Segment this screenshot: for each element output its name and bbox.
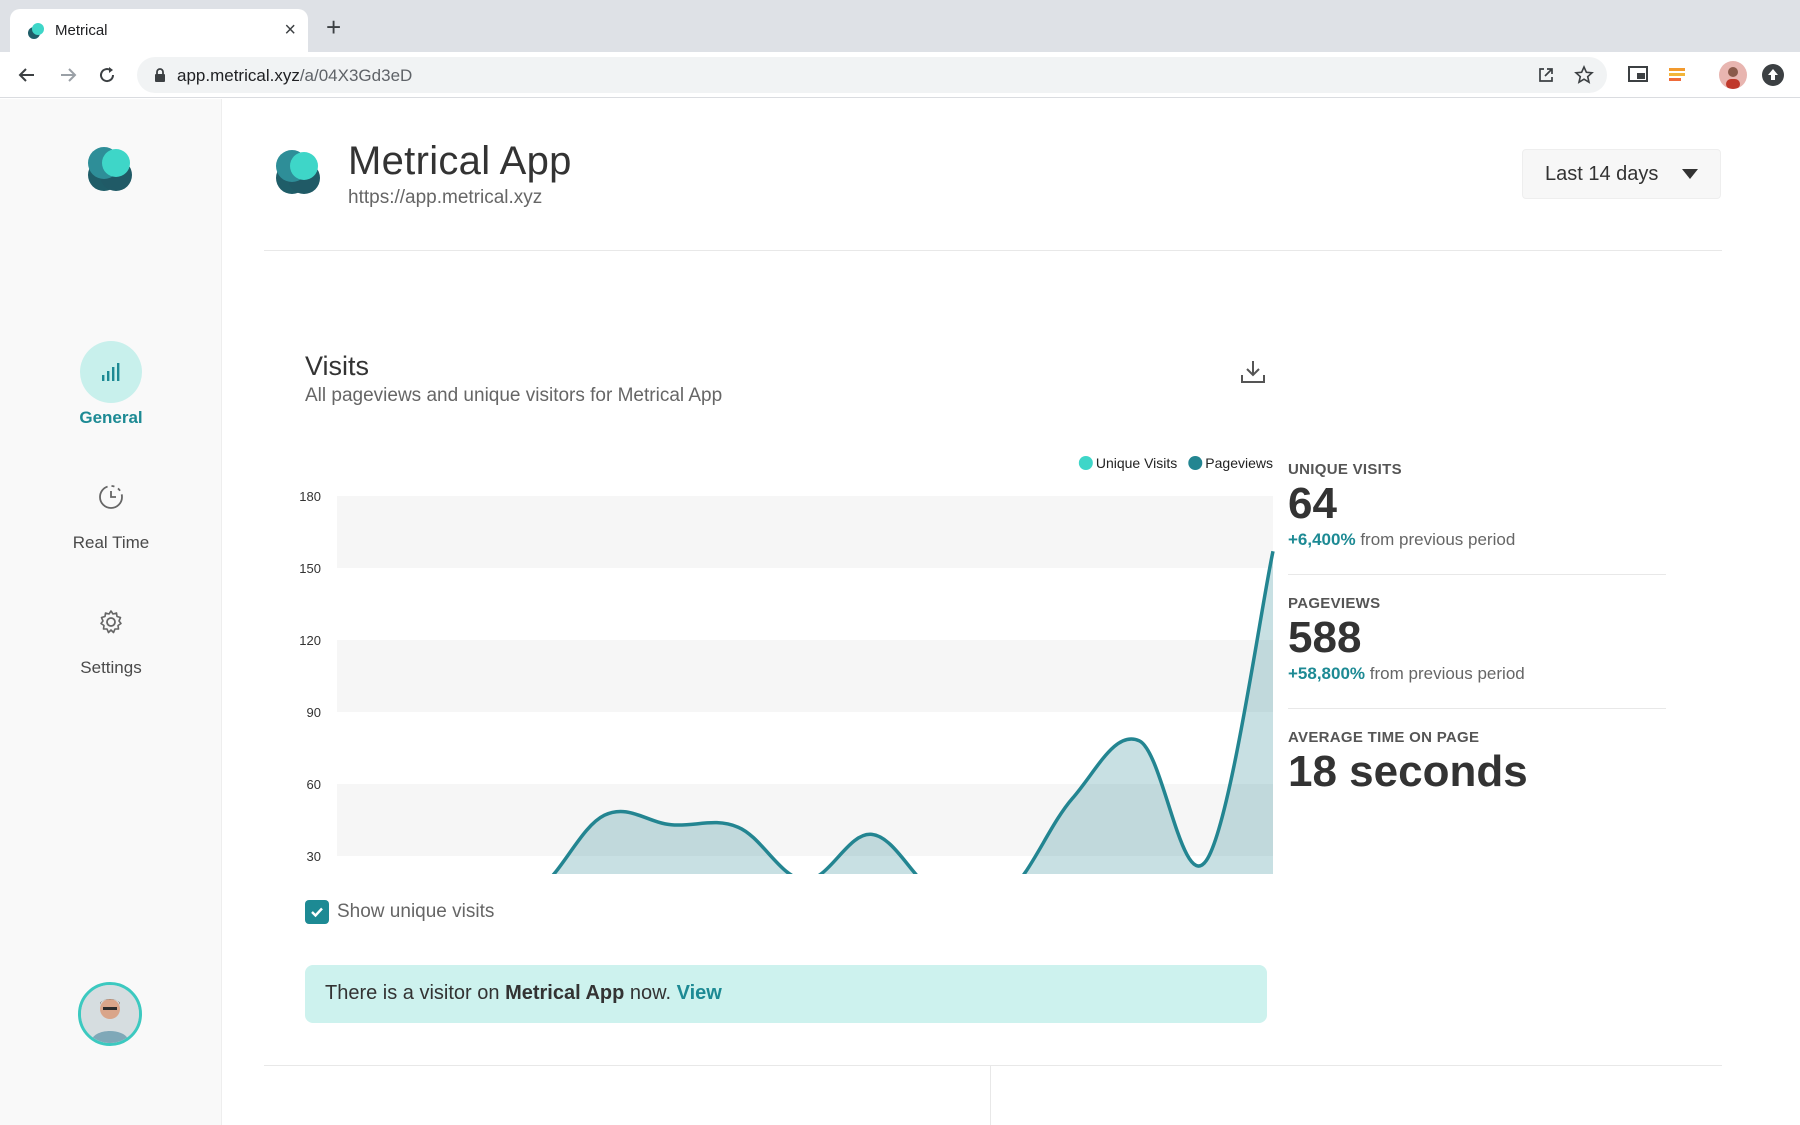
lock-icon bbox=[155, 68, 165, 82]
grid-band bbox=[337, 496, 1273, 568]
sidebar-item-label: General bbox=[79, 408, 143, 427]
date-range-select[interactable]: Last 14 days bbox=[1522, 149, 1721, 199]
banner-app-name: Metrical App bbox=[505, 982, 625, 1004]
site-logo-icon bbox=[276, 150, 320, 194]
user-avatar[interactable] bbox=[78, 982, 142, 1046]
browser-tab-bar: Metrical × + bbox=[0, 0, 1800, 52]
close-tab-icon[interactable]: × bbox=[284, 19, 296, 41]
stat-change: +6,400% from previous period bbox=[1288, 530, 1516, 549]
show-unique-checkbox[interactable] bbox=[305, 900, 329, 924]
back-arrow-icon[interactable] bbox=[14, 62, 40, 88]
visits-subtitle: All pageviews and unique visitors for Me… bbox=[305, 385, 723, 406]
banner-view-link[interactable]: View bbox=[676, 982, 722, 1004]
pageviews-line bbox=[551, 550, 1275, 874]
address-bar[interactable]: app.metrical.xyz/a/04X3Gd3eD bbox=[137, 57, 1607, 93]
checkmark-icon bbox=[311, 907, 323, 918]
stat-divider bbox=[1288, 708, 1666, 709]
browser-toolbar: app.metrical.xyz/a/04X3Gd3eD bbox=[0, 52, 1800, 98]
stat-value: 18 seconds bbox=[1288, 747, 1528, 796]
pageviews-area bbox=[553, 551, 1273, 874]
legend-swatch bbox=[1188, 456, 1203, 470]
gear-icon bbox=[100, 610, 122, 634]
sidebar-item-label: Settings bbox=[80, 658, 142, 677]
legend-label: Unique Visits bbox=[1096, 455, 1177, 471]
stat-change: +58,800% from previous period bbox=[1288, 664, 1525, 683]
main-content: Metrical App https://app.metrical.xyz La… bbox=[222, 99, 1800, 1125]
picture-in-picture-icon[interactable] bbox=[1627, 63, 1649, 85]
site-url: https://app.metrical.xyz bbox=[348, 187, 543, 208]
section-divider-vertical bbox=[990, 1065, 991, 1125]
browser-tab[interactable]: Metrical × bbox=[10, 9, 308, 52]
legend-label: Pageviews bbox=[1205, 455, 1273, 471]
download-icon[interactable] bbox=[1238, 357, 1268, 387]
nav-icon-circle bbox=[80, 466, 142, 528]
metrical-logo-icon[interactable] bbox=[84, 145, 136, 197]
stat-label: PAGEVIEWS bbox=[1288, 595, 1381, 612]
show-unique-toggle[interactable]: Show unique visits bbox=[305, 900, 494, 924]
stat-value: 64 bbox=[1288, 479, 1337, 528]
stat-value: 588 bbox=[1288, 613, 1362, 662]
section-divider bbox=[264, 1065, 1722, 1066]
url-text: app.metrical.xyz/a/04X3Gd3eD bbox=[177, 66, 413, 85]
sidebar-item-real-time[interactable]: Real Time bbox=[0, 466, 222, 553]
visits-title: Visits bbox=[305, 351, 370, 381]
realtime-visitor-banner: There is a visitor on Metrical App now. … bbox=[305, 965, 1267, 1023]
sidebar-item-settings[interactable]: Settings bbox=[0, 591, 222, 678]
stat-label: UNIQUE VISITS bbox=[1288, 461, 1402, 478]
new-tab-icon[interactable]: + bbox=[326, 12, 342, 42]
sidebar-item-general[interactable]: General bbox=[0, 341, 222, 428]
date-range-label: Last 14 days bbox=[1545, 163, 1659, 185]
grid-band bbox=[337, 640, 1273, 712]
extension-icon[interactable] bbox=[1666, 63, 1688, 85]
legend-swatch bbox=[1078, 456, 1093, 470]
page-title: Metrical App bbox=[348, 139, 572, 183]
tab-title: Metrical bbox=[55, 22, 108, 39]
header-divider bbox=[264, 250, 1722, 251]
stat-divider bbox=[1288, 574, 1666, 575]
grid-band bbox=[337, 784, 1273, 856]
y-tick-label: 120 bbox=[299, 633, 321, 648]
y-tick-label: 60 bbox=[307, 777, 321, 792]
nav-icon-circle bbox=[80, 341, 142, 403]
bar-chart-icon bbox=[102, 363, 120, 381]
reload-icon[interactable] bbox=[94, 62, 120, 88]
stat-average-time: AVERAGE TIME ON PAGE 18 seconds bbox=[1288, 729, 1688, 798]
browser-profile-avatar[interactable] bbox=[1719, 61, 1747, 89]
y-tick-label: 180 bbox=[299, 489, 321, 504]
forward-arrow-icon[interactable] bbox=[55, 62, 81, 88]
banner-text: There is a visitor on Metrical App now. … bbox=[325, 982, 722, 1004]
open-external-icon[interactable] bbox=[1536, 65, 1556, 85]
y-tick-label: 90 bbox=[307, 705, 321, 720]
grid-band bbox=[337, 856, 1273, 874]
sidebar: General Real Time Settings bbox=[0, 99, 222, 1125]
stat-label: AVERAGE TIME ON PAGE bbox=[1288, 729, 1480, 746]
grid-band bbox=[337, 568, 1273, 640]
stat-pageviews: PAGEVIEWS 588 +58,800% from previous per… bbox=[1288, 595, 1688, 684]
nav-icon-circle bbox=[80, 591, 142, 653]
visits-chart: 030609012015018021 Mar23 Mar25 Mar27 Mar… bbox=[299, 455, 1275, 874]
clock-icon bbox=[99, 485, 123, 509]
y-tick-label: 150 bbox=[299, 561, 321, 576]
bookmark-star-icon[interactable] bbox=[1574, 65, 1594, 85]
grid-band bbox=[337, 712, 1273, 784]
caret-down-icon bbox=[1682, 169, 1698, 179]
stat-unique-visits: UNIQUE VISITS 64 +6,400% from previous p… bbox=[1288, 461, 1688, 550]
sidebar-item-label: Real Time bbox=[72, 533, 150, 552]
show-unique-label: Show unique visits bbox=[337, 901, 495, 922]
y-tick-label: 30 bbox=[307, 849, 321, 864]
metrical-favicon-icon bbox=[28, 23, 44, 39]
update-icon[interactable] bbox=[1762, 64, 1784, 86]
